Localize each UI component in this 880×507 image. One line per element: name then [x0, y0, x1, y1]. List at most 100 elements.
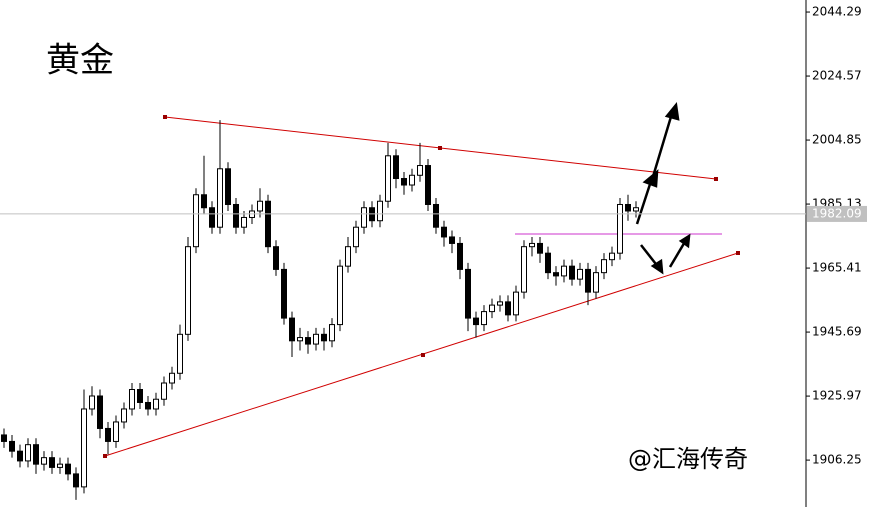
candle-body: [425, 165, 431, 205]
candle-body: [121, 408, 127, 423]
candle-body: [577, 268, 583, 280]
candle-body: [489, 304, 495, 313]
candle-body: [537, 242, 543, 254]
handle: [421, 353, 425, 357]
arrow-head: [664, 102, 680, 121]
candle-body: [25, 444, 31, 462]
candle-body: [465, 268, 471, 319]
candle-body: [105, 427, 111, 442]
candle-body: [305, 337, 311, 345]
candle-body: [193, 194, 199, 248]
candle-body: [17, 450, 23, 462]
candle-body: [297, 337, 303, 342]
candle-body: [417, 165, 423, 176]
handle: [736, 251, 740, 255]
candle-body: [137, 389, 143, 403]
candle-body: [9, 440, 15, 452]
candle-body: [113, 421, 119, 442]
candle-body: [313, 333, 319, 345]
candle-body: [281, 268, 287, 319]
candle-body: [33, 444, 39, 465]
candle-body: [529, 242, 535, 248]
candle-body: [273, 246, 279, 270]
candle-body: [185, 246, 191, 335]
candle-body: [569, 265, 575, 280]
candle-body: [625, 203, 631, 212]
y-tick-label: 1925.97: [812, 389, 862, 403]
candle-body: [585, 268, 591, 293]
candle-body: [473, 317, 479, 326]
candle-body: [265, 200, 271, 248]
candle-body: [49, 457, 55, 468]
candle-body: [353, 226, 359, 248]
candle-body: [337, 265, 343, 326]
candle-body: [169, 372, 175, 384]
y-tick-label: 2004.85: [812, 133, 862, 147]
last-price-label: 1982.09: [812, 206, 862, 220]
candle-body: [41, 457, 47, 465]
arrows: [635, 102, 691, 275]
candle-body: [217, 168, 223, 228]
candle-body: [201, 194, 207, 209]
candle-body: [57, 463, 63, 468]
handle: [163, 115, 167, 119]
candle-body: [377, 200, 383, 222]
candle-body: [497, 301, 503, 306]
handle: [438, 146, 442, 150]
arrow: [668, 239, 688, 268]
candle-body: [73, 473, 79, 488]
candle-body: [225, 168, 231, 205]
y-tick-label: 1945.69: [812, 325, 862, 339]
candle-body: [593, 272, 599, 293]
candle-body: [177, 333, 183, 374]
watermark: @汇海传奇: [628, 445, 748, 473]
candle-body: [1, 434, 7, 442]
arrow-head: [678, 233, 691, 249]
candle-body: [289, 317, 295, 342]
y-tick-label: 2044.29: [812, 5, 862, 19]
candle-body: [97, 395, 103, 429]
candle-body: [617, 203, 623, 254]
candle-body: [241, 216, 247, 228]
candle-body: [601, 259, 607, 274]
candle-body: [233, 203, 239, 228]
candle-body: [553, 272, 559, 277]
handle: [103, 454, 107, 458]
candle-body: [433, 203, 439, 228]
handle: [714, 177, 718, 181]
chart-title: 黄金: [46, 41, 114, 81]
candle-body: [521, 246, 527, 293]
candle-body: [329, 324, 335, 342]
candle-body: [161, 382, 167, 400]
arrow: [635, 177, 654, 225]
candle-body: [385, 155, 391, 202]
candle-body: [145, 401, 151, 410]
last-price-box: [807, 205, 867, 222]
candle-body: [89, 395, 95, 410]
candle-body: [449, 236, 455, 244]
candle-body: [209, 207, 215, 228]
candle-body: [457, 242, 463, 270]
y-tick-label: 2024.57: [812, 69, 862, 83]
candle-body: [401, 178, 407, 186]
candle-body: [81, 408, 87, 488]
y-tick-label: 1906.25: [812, 453, 862, 467]
candle-body: [561, 265, 567, 277]
candle-body: [257, 200, 263, 212]
candle-body: [609, 252, 615, 261]
candle-body: [129, 389, 135, 410]
y-tick-label: 1965.41: [812, 261, 862, 275]
candle-body: [409, 174, 415, 186]
candle-body: [393, 155, 399, 180]
candle-body: [153, 398, 159, 410]
candle-body: [513, 291, 519, 316]
candle-body: [481, 311, 487, 326]
candle-body: [441, 226, 447, 238]
arrow-head: [650, 258, 664, 275]
candle-body: [505, 301, 511, 316]
candle-body: [361, 207, 367, 228]
arrow: [650, 109, 675, 181]
candle-body: [345, 246, 351, 267]
candle-body: [633, 207, 639, 212]
